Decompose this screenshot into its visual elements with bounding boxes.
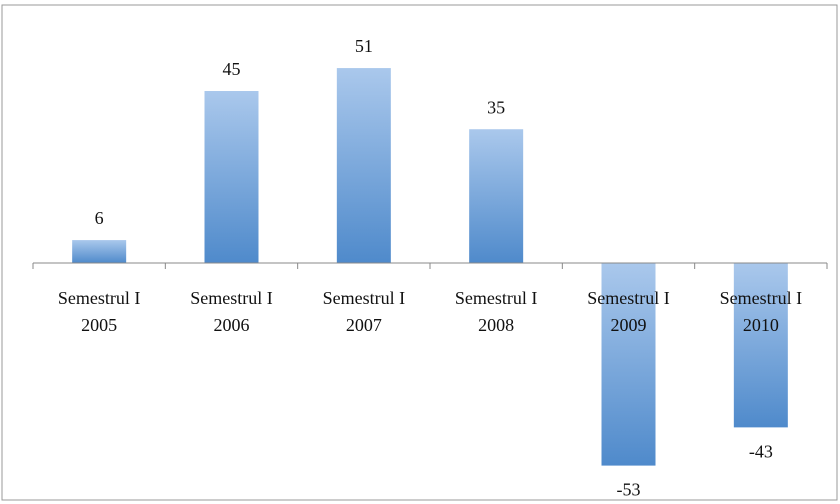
bar [336,68,391,264]
bar [469,129,524,264]
x-tick-label: 2010 [743,315,779,335]
x-tick-label: 2005 [81,315,117,335]
bar [601,263,656,466]
x-tick-label: Semestrul I [58,288,141,308]
x-tick-label: Semestrul I [323,288,406,308]
data-label: 35 [487,97,505,117]
x-tick-label: Semestrul I [720,288,803,308]
x-tick-label: Semestrul I [190,288,273,308]
x-tick-label: 2009 [611,315,647,335]
data-label: 51 [355,36,373,56]
bar [733,263,788,428]
data-label: 6 [95,208,104,228]
data-label: -53 [617,480,641,500]
x-tick-label: 2006 [214,315,250,335]
x-tick-label: Semestrul I [587,288,670,308]
x-tick-label: 2008 [478,315,514,335]
x-tick-label: 2007 [346,315,382,335]
data-label: 45 [223,59,241,79]
x-tick-label: Semestrul I [455,288,538,308]
data-label: -43 [749,441,773,461]
bar [204,91,259,264]
bar [72,240,127,264]
chart-frame [1,4,838,501]
